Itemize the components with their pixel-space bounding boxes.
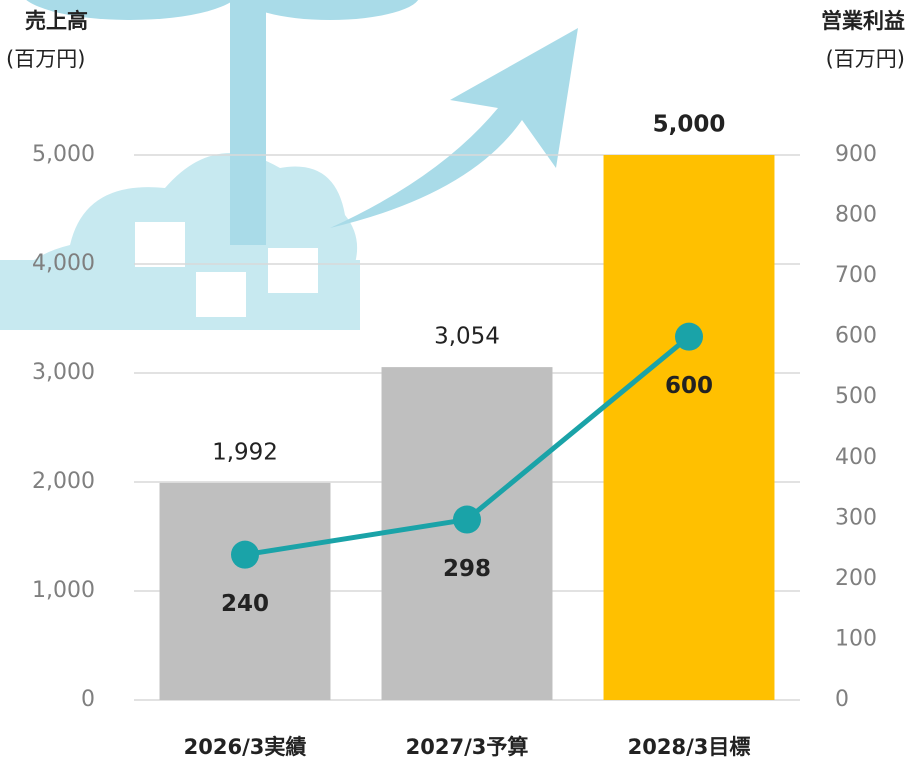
y-tick-label: 3,000 — [32, 360, 95, 385]
y-tick-label: 1,000 — [32, 578, 95, 603]
y-axis-units: (百万円) — [6, 47, 85, 71]
x-tick-label: 2028/3目標 — [628, 735, 751, 759]
y2-tick-label: 800 — [835, 203, 877, 228]
y-tick-label: 5,000 — [32, 142, 95, 167]
y2-tick-label: 100 — [835, 626, 877, 651]
bar-value-label: 1,992 — [212, 439, 278, 465]
line-marker — [453, 505, 481, 534]
bar-value-label: 3,054 — [434, 324, 500, 350]
x-tick-label: 2026/3実績 — [184, 735, 307, 759]
y-axis-title: 売上高 — [25, 9, 88, 33]
bar — [603, 155, 775, 700]
y2-tick-label: 300 — [835, 505, 877, 530]
line-marker — [231, 540, 259, 569]
x-tick-label: 2027/3予算 — [406, 735, 529, 759]
y2-tick-label: 200 — [835, 566, 877, 591]
y2-tick-label: 700 — [835, 263, 877, 288]
line-marker — [675, 322, 703, 351]
y2-tick-label: 0 — [835, 687, 849, 712]
y2-tick-label: 500 — [835, 384, 877, 409]
y2-tick-label: 900 — [835, 142, 877, 167]
line-value-label: 298 — [443, 556, 491, 582]
line-value-label: 600 — [665, 373, 713, 399]
y-tick-label: 2,000 — [32, 469, 95, 494]
y2-tick-label: 400 — [835, 445, 877, 470]
y2-axis-title: 営業利益 — [821, 9, 905, 33]
bar — [159, 482, 331, 700]
y-tick-label: 0 — [81, 687, 95, 712]
y2-axis-units: (百万円) — [826, 47, 905, 71]
line-value-label: 240 — [221, 591, 269, 617]
background-illustration — [0, 0, 578, 330]
y-tick-label: 4,000 — [32, 251, 95, 276]
bar — [381, 367, 553, 700]
y2-tick-label: 600 — [835, 324, 877, 349]
bar-value-label: 5,000 — [653, 112, 726, 138]
